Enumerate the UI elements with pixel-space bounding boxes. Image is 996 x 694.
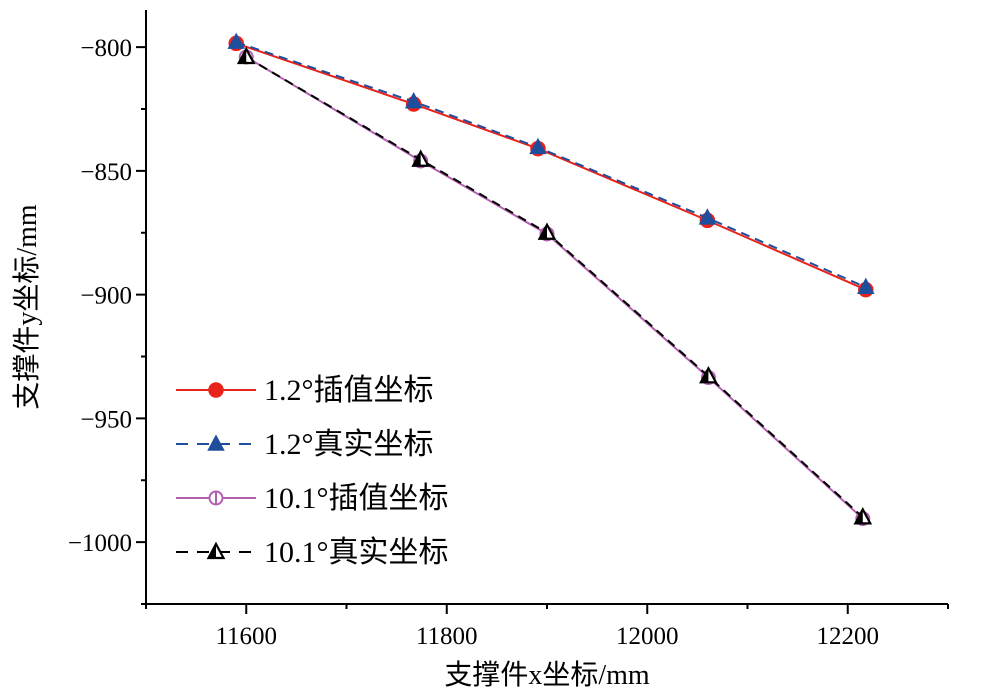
data-point — [227, 32, 245, 49]
series-line — [235, 41, 867, 289]
y-axis-title: 支撑件y坐标/mm — [11, 204, 43, 410]
series-2 — [227, 32, 875, 294]
axes: −800 −850 −900 −950 −1000 11600 11800 12000 1220… — [68, 10, 949, 650]
x-tick-label: 12200 — [817, 623, 880, 650]
data-point — [236, 46, 256, 65]
legend-item: 10.1°真实坐标 — [176, 536, 449, 569]
data-point — [853, 507, 873, 525]
series-line — [235, 42, 867, 291]
data-point — [857, 277, 875, 294]
legend-label: 1.2°插值坐标 — [264, 374, 434, 407]
legend-label: 10.1°真实坐标 — [264, 536, 449, 569]
data-point — [411, 149, 431, 167]
y-tick-label: −850 — [80, 159, 132, 186]
data-point — [537, 222, 557, 240]
legend-item: 10.1°插值坐标 — [176, 482, 449, 515]
legend-marker — [206, 541, 226, 560]
series-layer — [227, 32, 875, 527]
legend-item: 1.2°真实坐标 — [176, 428, 434, 461]
legend: 1.2°插值坐标 1.2°真实坐标 10.1°插值坐标 10.1°真实坐标 — [176, 374, 449, 569]
data-point — [529, 137, 547, 155]
legend-marker — [207, 434, 225, 451]
data-point — [699, 365, 718, 384]
x-tick-label: 11600 — [215, 623, 277, 650]
series-4 — [236, 46, 873, 525]
y-tick-label: −800 — [80, 35, 132, 62]
data-point — [698, 208, 717, 225]
legend-item: 1.2°插值坐标 — [176, 374, 434, 407]
data-point — [404, 91, 423, 109]
y-tick-label: −900 — [80, 283, 132, 310]
x-tick-label: 11800 — [416, 623, 478, 650]
y-tick-label: −950 — [80, 406, 132, 433]
series-1 — [228, 35, 874, 298]
legend-label: 10.1°插值坐标 — [264, 482, 449, 515]
legend-marker — [208, 490, 224, 506]
x-tick-label: 12000 — [616, 623, 679, 650]
legend-marker — [208, 382, 224, 398]
legend-label: 1.2°真实坐标 — [264, 428, 434, 461]
y-tick-label: −1000 — [68, 530, 132, 557]
x-axis-title: 支撑件x坐标/mm — [444, 659, 650, 691]
